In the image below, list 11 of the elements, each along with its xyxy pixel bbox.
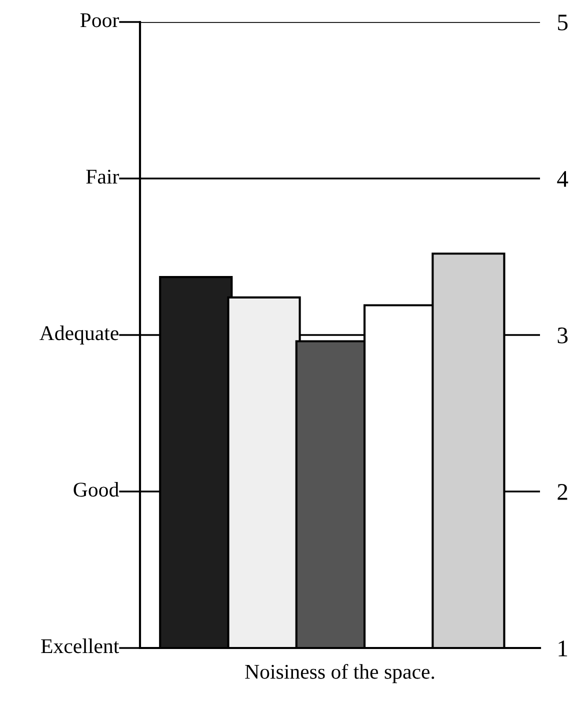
y-tick-label: 3 — [558, 328, 568, 344]
x-axis-title: Noisiness of the space. — [245, 664, 434, 684]
text: Excellent — [41, 638, 120, 654]
y-tick-label: 1 — [558, 640, 568, 656]
text: Fair — [86, 170, 119, 184]
y-tick-label: 4 — [557, 171, 568, 187]
text: Adequate — [40, 326, 118, 344]
text: Poor — [80, 13, 119, 28]
text: Good — [74, 482, 119, 497]
y-tick-label: 2 — [558, 484, 568, 500]
y-tick-label: 5 — [558, 14, 568, 30]
